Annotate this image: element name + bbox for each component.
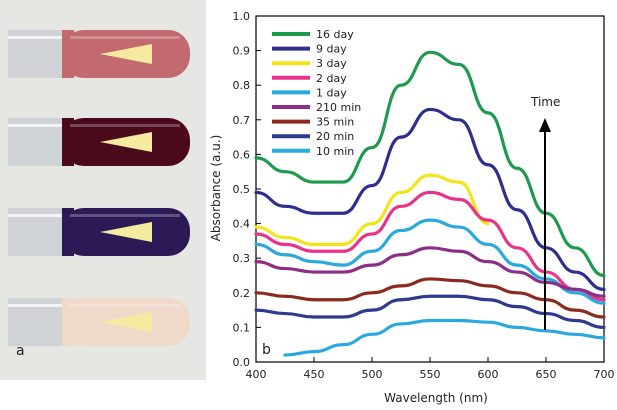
y-tick-label: 0.6 [233,148,251,161]
time-arrowhead [539,118,551,132]
series-line [254,173,490,246]
tube-meniscus [62,298,74,346]
x-axis-label: Wavelength (nm) [384,391,488,405]
legend-label: 20 min [316,130,354,143]
test-tube [8,30,190,78]
tube-highlight [8,124,68,127]
y-tick-label: 0.5 [233,183,251,196]
x-tick-label: 450 [304,368,325,381]
legend-label: 2 day [316,72,347,85]
gold-triangle [100,222,152,242]
absorbance-chart: 400 450 500 550 600 650 700 0.0 0.1 0.2 0.3 0.4 0.5 0… [209,10,615,405]
legend-label: 35 min [316,116,354,129]
y-tick-label: 1.0 [233,10,251,23]
test-tube [8,118,190,166]
gold-triangle [100,312,152,332]
y-tick-label: 0.9 [233,45,251,58]
tube-meniscus [62,118,74,166]
time-annotation: Time [530,95,560,109]
tube-highlight [8,214,68,217]
y-tick-label: 0.1 [233,321,251,334]
y-tick-label: 0.4 [233,218,251,231]
legend-label: 10 min [316,145,354,158]
plot-area-frame [255,15,605,363]
panel-label-a: a [16,343,25,359]
y-tick-label: 0.0 [233,356,251,369]
tubes-photo: a [0,0,206,380]
x-tick-label: 600 [478,368,499,381]
legend-label: 1 day [316,86,347,99]
legend-label: 9 day [316,43,347,56]
y-axis-label: Absorbance (a.u.) [209,135,223,242]
y-tick-label: 0.3 [233,252,251,265]
x-tick-label: 500 [362,368,383,381]
tube-highlight [8,36,68,39]
gold-triangle [100,132,152,152]
series-line [254,218,606,305]
y-tick-label: 0.2 [233,287,251,300]
tube-reflection [70,36,180,39]
tube-meniscus [62,208,74,256]
y-tick-label: 0.7 [233,114,251,127]
tube-reflection [70,214,180,217]
x-tick-label: 700 [594,368,615,381]
tube-meniscus [62,30,74,78]
gold-triangle [100,44,152,64]
test-tube [8,208,190,256]
legend-label: 210 min [316,101,361,114]
series-line [283,318,606,357]
panel-label-b: b [262,342,271,358]
legend-label: 3 day [316,57,347,70]
tube-highlight [8,304,68,307]
tube-reflection [70,304,180,307]
series-line [254,277,606,319]
y-tick-label: 0.8 [233,79,251,92]
x-tick-label: 550 [420,368,441,381]
tube-reflection [70,124,180,127]
x-tick-label: 400 [246,368,267,381]
x-tick-label: 650 [536,368,557,381]
test-tube [8,298,190,346]
series-line [254,50,606,278]
legend-label: 16 day [316,28,354,41]
